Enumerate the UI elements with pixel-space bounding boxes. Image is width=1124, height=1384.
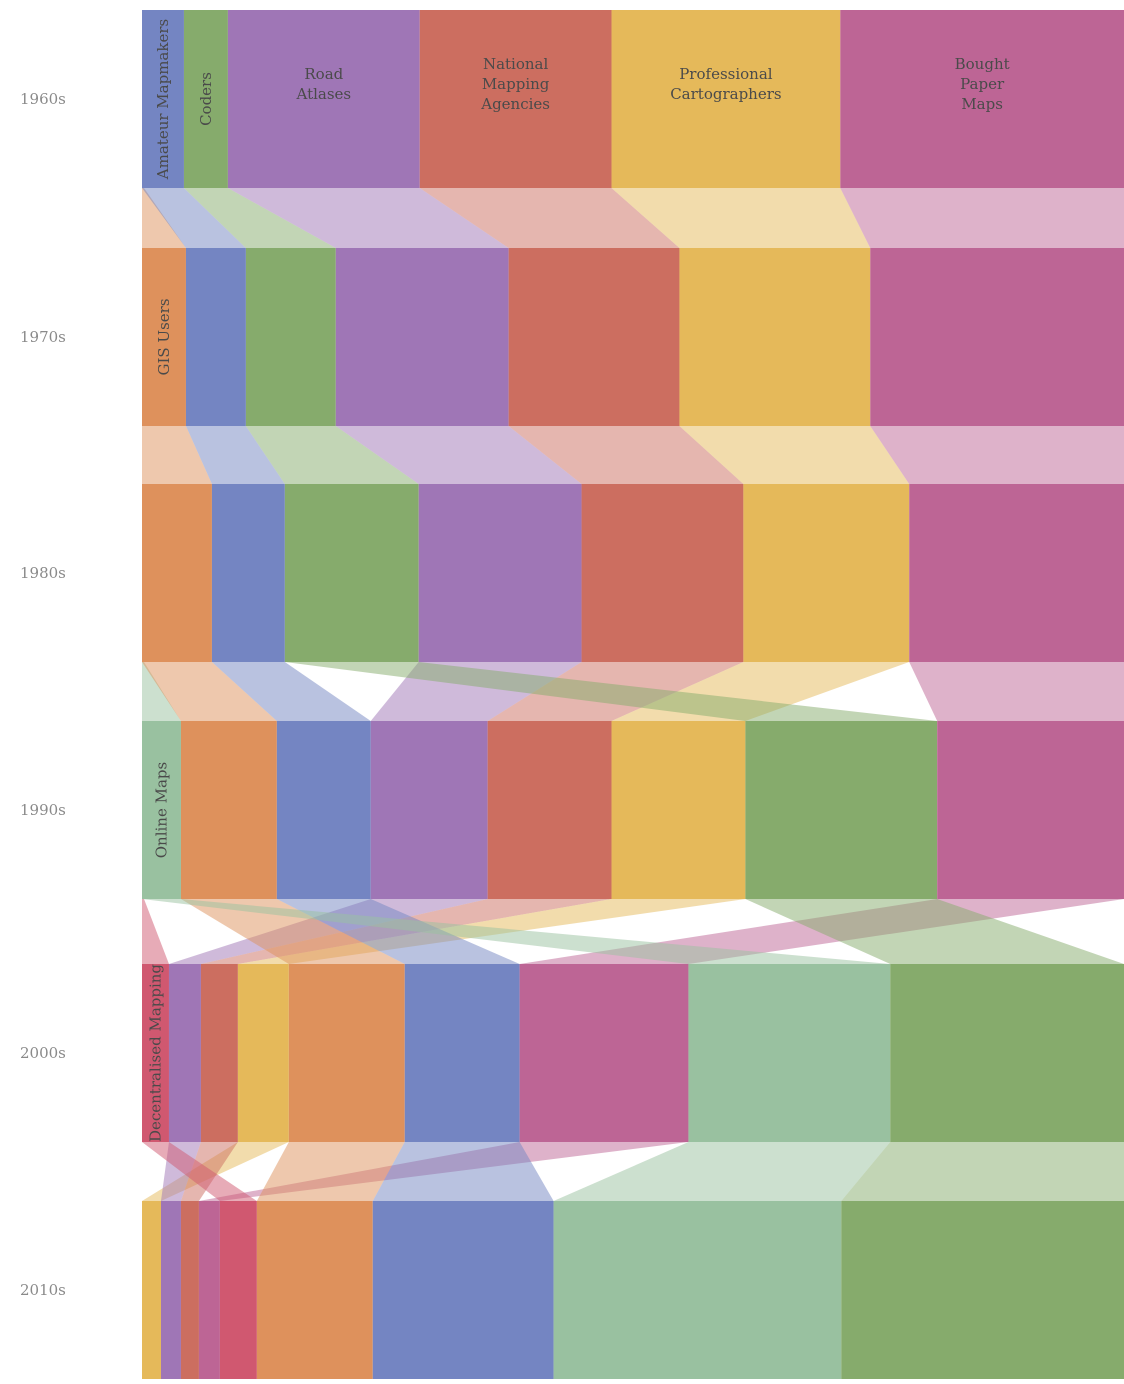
segment-1970s-gis-users bbox=[142, 248, 186, 426]
decade-label-1990s: 1990s bbox=[20, 801, 66, 819]
segment-label-bought-paper-maps: Bought Paper Maps bbox=[955, 55, 1010, 113]
flow-1960s-amateur-mapmakers bbox=[142, 188, 246, 248]
segment-1960s-coders bbox=[183, 10, 228, 188]
flow-1980s-coders bbox=[284, 662, 938, 721]
segment-1980s-professional-cartographers bbox=[743, 484, 910, 662]
segment-label-professional-cartographers: Professional Cartographers bbox=[670, 65, 781, 103]
segment-2010s-online-maps bbox=[553, 1201, 842, 1379]
flow-2000s-decentralised-mapping bbox=[142, 1142, 257, 1201]
segment-1960s-bought-paper-maps bbox=[840, 10, 1124, 188]
labels-layer: 1960s Amateur Mapmakers Coders Road Atlases N… bbox=[20, 19, 1010, 1299]
segment-label-road-atlases: Road Atlases bbox=[296, 65, 352, 103]
flow-1980s-gis-users bbox=[142, 662, 277, 721]
segment-2000s-gis-users bbox=[288, 964, 405, 1142]
segment-label-decentralised-mapping: Decentralised Mapping bbox=[146, 964, 164, 1142]
flow-1970s-professional-cartographers bbox=[679, 426, 910, 484]
segments-layer bbox=[142, 10, 1124, 1379]
segment-label-national-mapping-agencies: National Mapping Agencies bbox=[480, 55, 550, 113]
flow-1960s-national-mapping-agencies bbox=[419, 188, 680, 248]
segment-1980s-bought-paper-maps bbox=[909, 484, 1124, 662]
segment-1990s-gis-users bbox=[180, 721, 277, 899]
flow-2000s-online-maps bbox=[553, 1142, 891, 1201]
flow-2000s-amateur-mapmakers bbox=[372, 1142, 554, 1201]
segment-2010s-road-atlases bbox=[160, 1201, 181, 1379]
decade-label-2010s: 2010s bbox=[20, 1281, 66, 1299]
segment-2010s-professional-cartographers bbox=[142, 1201, 161, 1379]
segment-1990s-bought-paper-maps bbox=[937, 721, 1124, 899]
segment-1970s-road-atlases bbox=[335, 248, 509, 426]
segment-label-gis-users: GIS Users bbox=[155, 298, 173, 375]
flow-1970s-gis-users bbox=[142, 426, 212, 484]
segment-1980s-gis-users bbox=[142, 484, 212, 662]
segment-1990s-national-mapping-agencies bbox=[487, 721, 612, 899]
flow-1970s-bought-paper-maps bbox=[870, 426, 1124, 484]
flow-1990s-gis-users bbox=[180, 899, 405, 964]
segment-2010s-amateur-mapmakers bbox=[372, 1201, 554, 1379]
decade-label-2000s: 2000s bbox=[20, 1044, 66, 1062]
segment-1990s-coders bbox=[745, 721, 938, 899]
decade-label-1970s: 1970s bbox=[20, 328, 66, 346]
flow-1980s-bought-paper-maps bbox=[909, 662, 1124, 721]
segment-1970s-professional-cartographers bbox=[679, 248, 871, 426]
flow-2000s-coders bbox=[841, 1142, 1124, 1201]
flows-layer bbox=[142, 188, 1124, 1201]
flow-1970s-amateur-mapmakers bbox=[185, 426, 285, 484]
segment-1980s-coders bbox=[284, 484, 419, 662]
segment-2010s-coders bbox=[841, 1201, 1124, 1379]
flow-1960s-coders bbox=[183, 188, 336, 248]
decade-label-1960s: 1960s bbox=[20, 90, 66, 108]
decade-label-1980s: 1980s bbox=[20, 564, 66, 582]
segment-1980s-amateur-mapmakers bbox=[211, 484, 285, 662]
flow-1970s-coders bbox=[245, 426, 419, 484]
flow-2000s-gis-users bbox=[256, 1142, 405, 1201]
flow-1960s-bought-paper-maps bbox=[840, 188, 1124, 248]
segment-1960s-road-atlases bbox=[227, 10, 420, 188]
segment-2000s-professional-cartographers bbox=[237, 964, 289, 1142]
segment-2000s-decentralised-mapping bbox=[142, 964, 169, 1142]
segment-2000s-national-mapping-agencies bbox=[200, 964, 238, 1142]
flow-1970s-road-atlases bbox=[335, 426, 582, 484]
segment-1970s-bought-paper-maps bbox=[870, 248, 1124, 426]
flow-1960s-professional-cartographers bbox=[611, 188, 871, 248]
segment-1970s-coders bbox=[245, 248, 336, 426]
flow-1960s-road-atlases bbox=[227, 188, 509, 248]
segment-2010s-national-mapping-agencies bbox=[180, 1201, 199, 1379]
segment-1980s-road-atlases bbox=[418, 484, 582, 662]
segment-2000s-online-maps bbox=[688, 964, 891, 1142]
segment-1990s-road-atlases bbox=[370, 721, 488, 899]
segment-label-online-maps: Online Maps bbox=[152, 762, 170, 858]
segment-1960s-amateur-mapmakers bbox=[142, 10, 184, 188]
flow-1980s-amateur-mapmakers bbox=[211, 662, 371, 721]
segment-label-coders: Coders bbox=[197, 72, 215, 126]
segment-1990s-amateur-mapmakers bbox=[276, 721, 371, 899]
segment-2000s-coders bbox=[890, 964, 1124, 1142]
segment-1990s-professional-cartographers bbox=[611, 721, 746, 899]
segment-2010s-decentralised-mapping bbox=[219, 1201, 257, 1379]
segment-1980s-national-mapping-agencies bbox=[581, 484, 744, 662]
segment-1960s-national-mapping-agencies bbox=[419, 10, 612, 188]
segment-2010s-gis-users bbox=[256, 1201, 373, 1379]
segment-1990s-online-maps bbox=[142, 721, 181, 899]
segment-1970s-amateur-mapmakers bbox=[185, 248, 246, 426]
segment-label-amateur-mapmakers: Amateur Mapmakers bbox=[154, 19, 172, 180]
segment-2000s-road-atlases bbox=[168, 964, 201, 1142]
flow-1990s-decentralised-mapping bbox=[142, 899, 169, 964]
segment-1960s-professional-cartographers bbox=[611, 10, 841, 188]
flow-1990s-coders bbox=[745, 899, 1124, 964]
flow-1990s-online-maps bbox=[142, 899, 891, 964]
segment-2010s-bought-paper-maps bbox=[198, 1201, 220, 1379]
segment-2000s-bought-paper-maps bbox=[519, 964, 689, 1142]
segment-1970s-national-mapping-agencies bbox=[508, 248, 680, 426]
flow-1970s-national-mapping-agencies bbox=[508, 426, 744, 484]
segment-2000s-amateur-mapmakers bbox=[404, 964, 520, 1142]
